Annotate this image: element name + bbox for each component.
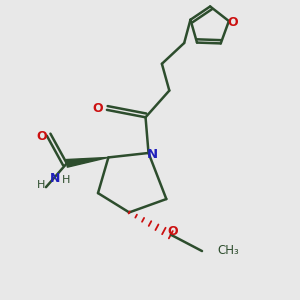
Text: CH₃: CH₃	[217, 244, 239, 257]
Text: O: O	[37, 130, 47, 142]
Polygon shape	[66, 158, 108, 167]
Text: O: O	[227, 16, 238, 29]
Text: H: H	[37, 180, 46, 190]
Text: O: O	[93, 102, 103, 115]
Text: N: N	[146, 148, 158, 161]
Text: H: H	[62, 175, 70, 185]
Text: N: N	[50, 172, 61, 185]
Text: O: O	[167, 225, 178, 238]
